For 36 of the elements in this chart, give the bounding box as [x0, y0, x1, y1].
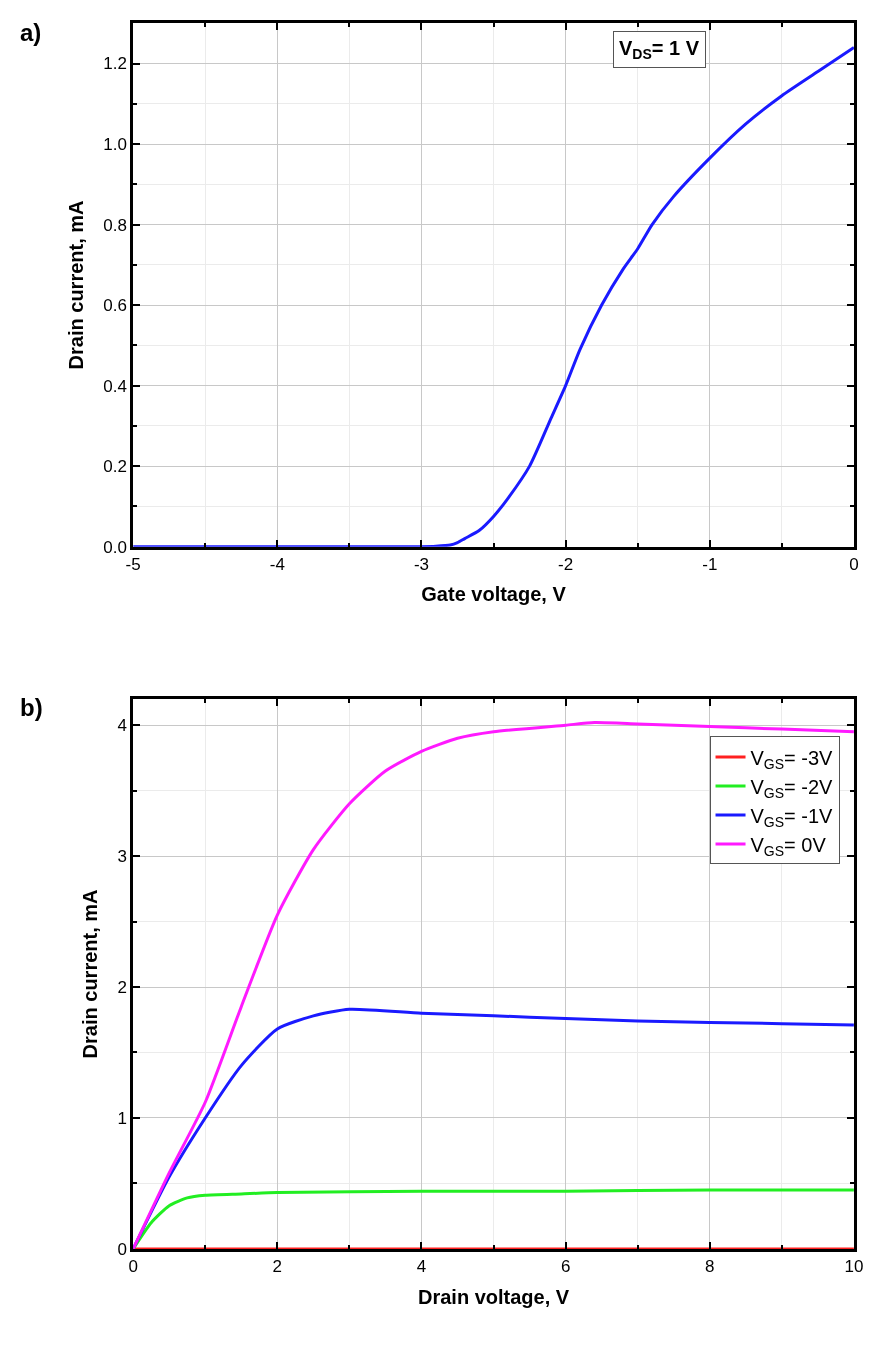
annotation: V$_{DS}$= 1 V — [619, 37, 700, 63]
legend-label: V$_{GS}$= -2V — [750, 775, 834, 801]
y-tick-label: 0.6 — [103, 296, 127, 316]
x-tick-label: -1 — [702, 554, 718, 574]
x-tick-label: 6 — [560, 1257, 571, 1277]
y-tick-label: 1.0 — [103, 134, 127, 154]
chart-title: b) — [20, 694, 43, 721]
y-axis-title: Drain current, mA — [64, 200, 87, 370]
x-tick-label: 0 — [849, 554, 859, 574]
legend-label: V$_{GS}$= -1V — [750, 804, 834, 830]
y-tick-label: 4 — [117, 716, 127, 736]
legend-label: V$_{GS}$= -3V — [750, 746, 834, 772]
x-tick-label: -4 — [269, 554, 285, 574]
x-tick-label: 2 — [272, 1257, 283, 1277]
y-tick-label: 0 — [117, 1239, 127, 1259]
line-series — [133, 721, 854, 1249]
legend-label: V$_{GS}$= 0V — [750, 833, 827, 859]
y-tick-label: 1.2 — [103, 54, 127, 74]
y-tick-label: 2 — [117, 977, 127, 997]
x-tick-label: 4 — [416, 1257, 427, 1277]
x-tick-label: -2 — [558, 554, 574, 574]
x-tick-label: 10 — [844, 1257, 864, 1277]
y-axis-title: Drain current, mA — [79, 889, 102, 1059]
y-tick-label: 0.0 — [103, 537, 127, 557]
y-tick-label: 1 — [117, 1108, 127, 1128]
x-axis-title: Drain voltage, V — [417, 1285, 570, 1308]
x-axis-title: Gate voltage, V — [421, 583, 567, 606]
chart-title: a) — [20, 19, 42, 46]
y-tick-label: 0.2 — [103, 457, 127, 477]
x-tick-label: -3 — [413, 554, 430, 574]
y-tick-label: 0.4 — [103, 376, 127, 396]
y-tick-label: 3 — [117, 847, 127, 867]
line-series — [133, 1188, 854, 1249]
x-tick-label: 8 — [705, 1257, 715, 1277]
x-tick-label: -5 — [125, 554, 141, 574]
y-tick-label: 0.8 — [103, 215, 127, 235]
